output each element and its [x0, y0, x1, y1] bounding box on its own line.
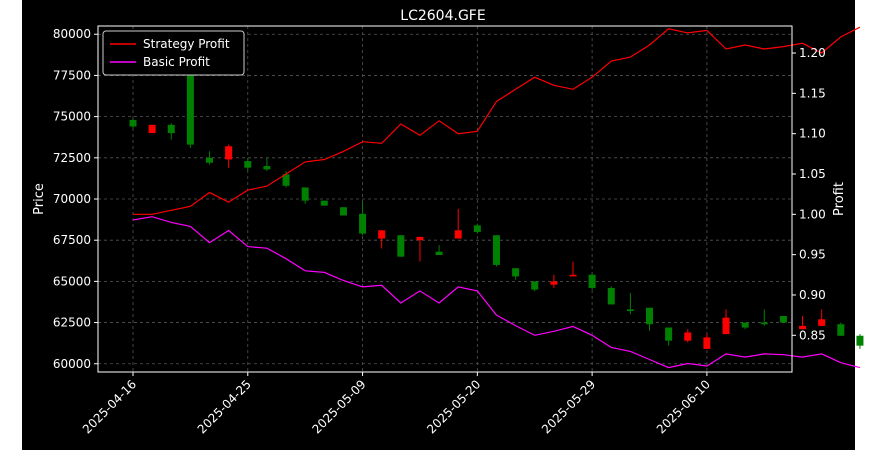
y-tick-label-left: 62500: [53, 316, 91, 330]
y-tick-label-right: 1.15: [799, 86, 826, 100]
candle-body: [550, 281, 558, 285]
candle-body: [492, 235, 500, 265]
candle-body: [722, 317, 730, 335]
strategy-profit-line: [133, 26, 861, 215]
candle-body: [473, 225, 481, 232]
candle-body: [454, 230, 462, 239]
candle-body: [206, 157, 214, 163]
y-tick-label-right: 0.90: [799, 288, 826, 302]
y-tick-label-left: 75000: [53, 110, 91, 124]
y-tick-label-left: 72500: [53, 151, 91, 165]
y-axis-label-right: Profit: [832, 182, 847, 216]
legend: Strategy Profit Basic Profit: [102, 30, 245, 76]
candle-body: [339, 207, 347, 216]
y-tick-label-left: 60000: [53, 357, 91, 371]
y-tick-label-left: 67500: [53, 233, 91, 247]
y-tick-label-right: 0.95: [799, 248, 826, 262]
candle-body: [320, 200, 328, 206]
candle-body: [569, 274, 577, 277]
candle-body: [378, 230, 386, 239]
y-tick-label-left: 77500: [53, 68, 91, 82]
candle-body: [684, 332, 692, 341]
candle-body: [301, 187, 309, 201]
candle-body: [588, 274, 596, 288]
candle-body: [244, 161, 252, 168]
candle-body: [837, 324, 845, 336]
candle-body: [263, 166, 271, 170]
candle-body: [856, 335, 864, 346]
candle-body: [359, 213, 367, 234]
y-axis-label-left: Price: [32, 183, 47, 215]
profit-lines-layer: [132, 26, 861, 369]
candle-body: [435, 251, 443, 256]
candle-body: [129, 119, 137, 127]
candle-body: [416, 236, 424, 241]
candle-body: [799, 325, 807, 330]
basic-profit-line: [132, 216, 861, 369]
candle-body: [531, 281, 539, 290]
y-tick-label-left: 70000: [53, 192, 91, 206]
candle-body: [741, 322, 749, 328]
candle-body: [818, 319, 826, 326]
candle-body: [282, 174, 290, 186]
candles-layer: [129, 57, 864, 349]
y-tick-label-left: 65000: [53, 274, 91, 288]
legend-frame: [102, 30, 245, 76]
candle-body: [186, 60, 194, 145]
y-tick-label-right: 1.05: [799, 167, 826, 181]
candle-body: [646, 307, 654, 325]
y-tick-label-right: 1.00: [799, 207, 826, 221]
y-tick-label-right: 1.20: [799, 46, 826, 60]
candle-body: [167, 124, 175, 134]
candle-body: [665, 327, 673, 341]
chart-title: LC2604.GFE: [400, 8, 485, 24]
legend-label-basic: Basic Profit: [143, 55, 210, 69]
y-tick-label-left: 80000: [53, 27, 91, 41]
candle-body: [225, 146, 233, 160]
candle-body: [779, 315, 787, 323]
candle-body: [626, 309, 634, 312]
candle-body: [397, 235, 405, 257]
y-tick-label-right: 0.85: [799, 328, 826, 342]
y-tick-label-right: 1.10: [799, 127, 826, 141]
candle-body: [703, 337, 711, 349]
candle-body: [607, 287, 615, 305]
legend-label-strategy: Strategy Profit: [143, 37, 230, 51]
candle-body: [512, 268, 520, 277]
candle-body: [148, 124, 156, 134]
candle-body: [760, 322, 768, 325]
